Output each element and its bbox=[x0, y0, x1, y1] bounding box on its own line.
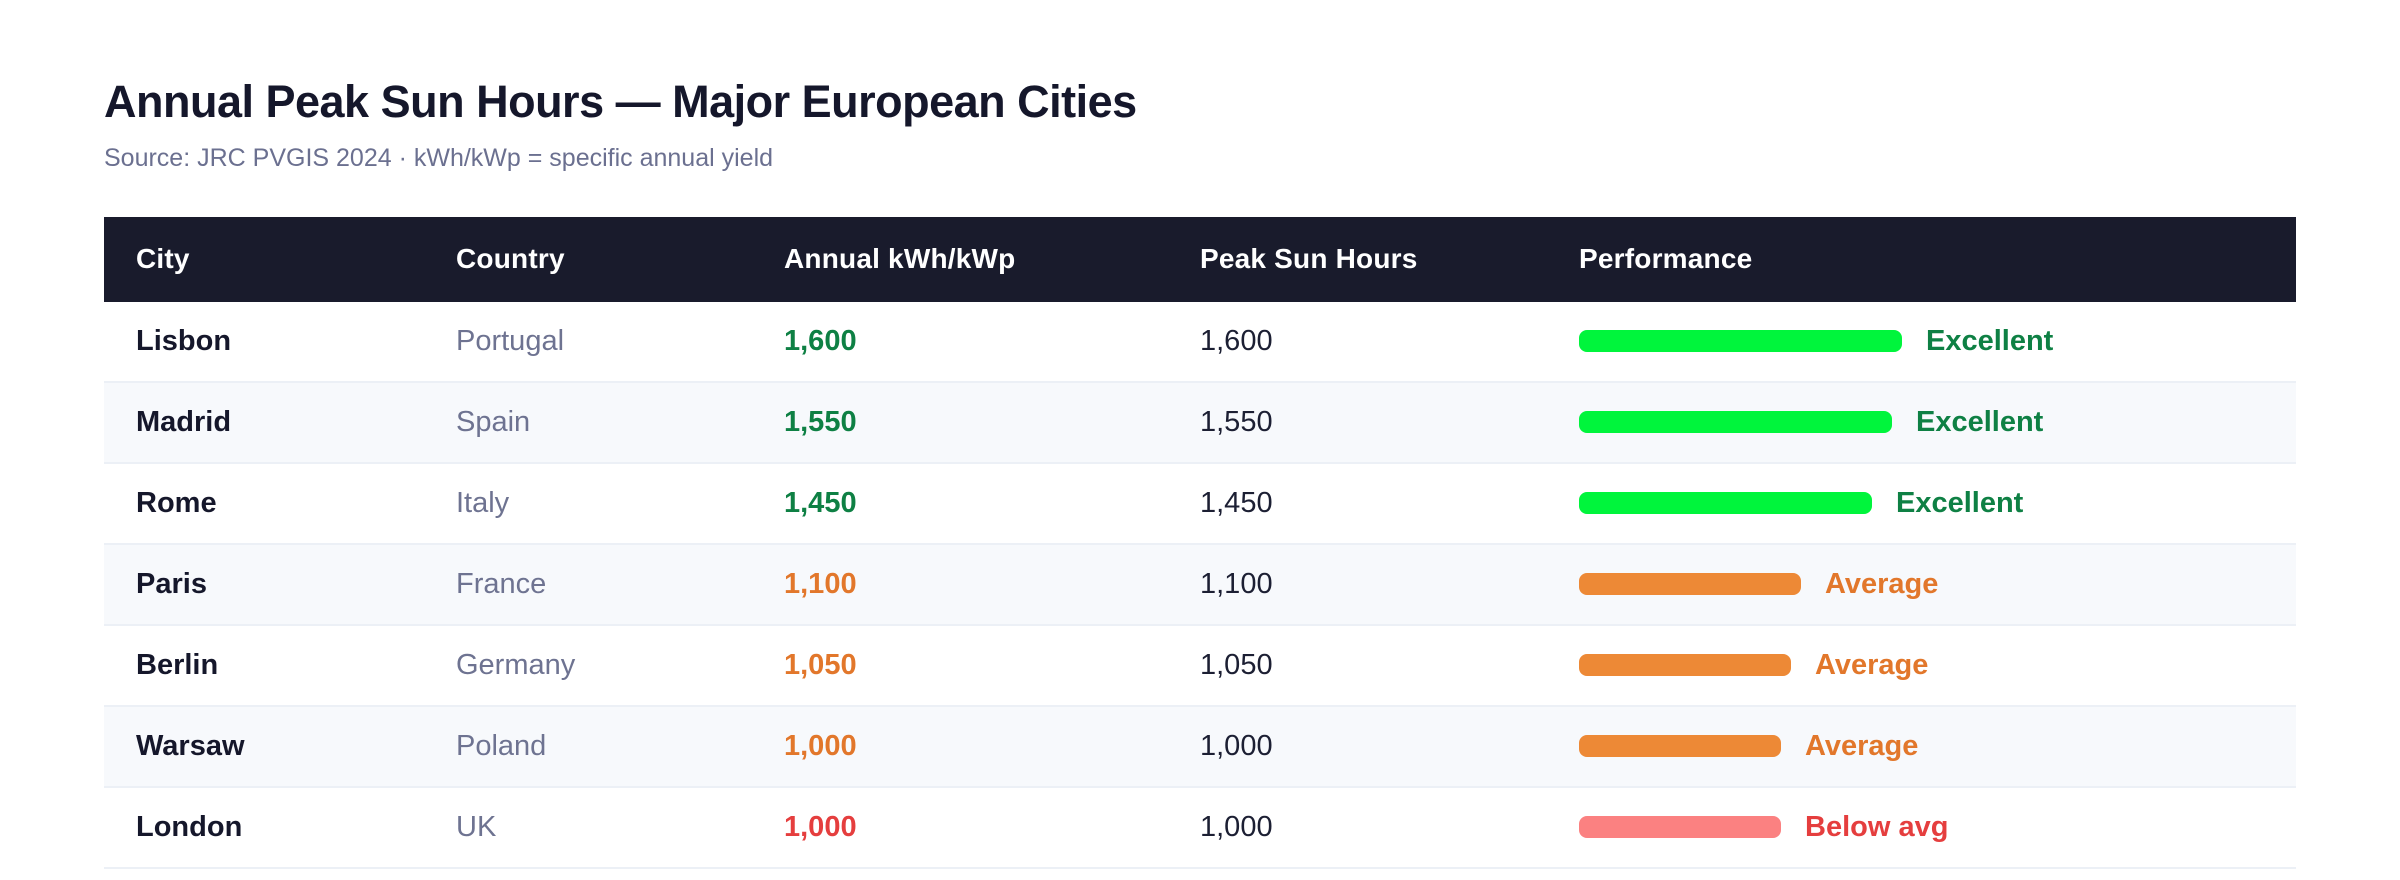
sun-hours-value: 1,000 bbox=[1200, 729, 1273, 762]
rating-label: Average bbox=[1805, 729, 1919, 762]
page-title: Annual Peak Sun Hours — Major European C… bbox=[104, 76, 1137, 127]
rating-label: Average bbox=[1815, 648, 1929, 681]
sun-hours-value: 1,050 bbox=[1200, 648, 1273, 681]
kwh-value: 1,600 bbox=[784, 324, 857, 357]
sun-hours-value: 1,600 bbox=[1200, 324, 1273, 357]
performance-cell: Excellent bbox=[1547, 325, 2296, 358]
table-row: Rome Italy 1,450 1,450 Excellent bbox=[104, 463, 2296, 545]
country-value: Italy bbox=[456, 486, 510, 519]
column-header-country: Country bbox=[456, 243, 565, 275]
kwh-value: 1,000 bbox=[784, 729, 857, 762]
table-row: London UK 1,000 1,000 Below avg bbox=[104, 787, 2296, 869]
rating-label: Excellent bbox=[1896, 486, 2024, 519]
performance-bar bbox=[1579, 816, 1781, 839]
city-value: Paris bbox=[136, 567, 207, 600]
performance-bar bbox=[1579, 654, 1791, 677]
city-value: Warsaw bbox=[136, 729, 245, 762]
table-body: Lisbon Portugal 1,600 1,600 Excellent Ma… bbox=[104, 301, 2296, 869]
country-value: UK bbox=[456, 810, 497, 843]
kwh-value: 1,050 bbox=[784, 648, 857, 681]
city-value: Berlin bbox=[136, 648, 219, 681]
performance-bar bbox=[1579, 330, 1902, 353]
kwh-value: 1,000 bbox=[784, 810, 857, 843]
performance-cell: Average bbox=[1547, 649, 2296, 682]
sun-hours-value: 1,100 bbox=[1200, 567, 1273, 600]
table-row: Lisbon Portugal 1,600 1,600 Excellent bbox=[104, 301, 2296, 383]
country-value: France bbox=[456, 567, 547, 600]
performance-cell: Excellent bbox=[1547, 406, 2296, 439]
kwh-value: 1,100 bbox=[784, 567, 857, 600]
sun-hours-value: 1,450 bbox=[1200, 486, 1273, 519]
performance-cell: Average bbox=[1547, 730, 2296, 763]
rating-label: Average bbox=[1825, 567, 1939, 600]
column-header-city: City bbox=[136, 243, 190, 275]
sun-hours-value: 1,000 bbox=[1200, 810, 1273, 843]
performance-bar bbox=[1579, 573, 1801, 596]
performance-bar bbox=[1579, 411, 1892, 434]
sun-hours-value: 1,550 bbox=[1200, 405, 1273, 438]
city-value: Lisbon bbox=[136, 324, 232, 357]
city-value: London bbox=[136, 810, 243, 843]
column-header-kwh: Annual kWh/kWp bbox=[784, 243, 1016, 275]
table-header-row: City Country Annual kWh/kWp Peak Sun Hou… bbox=[104, 216, 2296, 302]
sun-hours-table: City Country Annual kWh/kWp Peak Sun Hou… bbox=[104, 216, 2296, 869]
city-value: Madrid bbox=[136, 405, 232, 438]
country-value: Spain bbox=[456, 405, 531, 438]
performance-bar bbox=[1579, 735, 1781, 758]
table-row: Berlin Germany 1,050 1,050 Average bbox=[104, 625, 2296, 707]
performance-cell: Excellent bbox=[1547, 487, 2296, 520]
country-value: Poland bbox=[456, 729, 547, 762]
rating-label: Excellent bbox=[1916, 405, 2044, 438]
column-header-performance: Performance bbox=[1579, 243, 1753, 275]
performance-cell: Below avg bbox=[1547, 811, 2296, 844]
table-row: Paris France 1,100 1,100 Average bbox=[104, 544, 2296, 626]
kwh-value: 1,550 bbox=[784, 405, 857, 438]
page-subtitle: Source: JRC PVGIS 2024 · kWh/kWp = speci… bbox=[104, 143, 774, 172]
column-header-sun-hours: Peak Sun Hours bbox=[1200, 243, 1418, 275]
city-value: Rome bbox=[136, 486, 217, 519]
rating-label: Excellent bbox=[1926, 324, 2054, 357]
table-row: Warsaw Poland 1,000 1,000 Average bbox=[104, 706, 2296, 788]
performance-bar bbox=[1579, 492, 1872, 515]
rating-label: Below avg bbox=[1805, 810, 1949, 843]
performance-cell: Average bbox=[1547, 568, 2296, 601]
kwh-value: 1,450 bbox=[784, 486, 857, 519]
country-value: Portugal bbox=[456, 324, 565, 357]
country-value: Germany bbox=[456, 648, 576, 681]
table-row: Madrid Spain 1,550 1,550 Excellent bbox=[104, 382, 2296, 464]
